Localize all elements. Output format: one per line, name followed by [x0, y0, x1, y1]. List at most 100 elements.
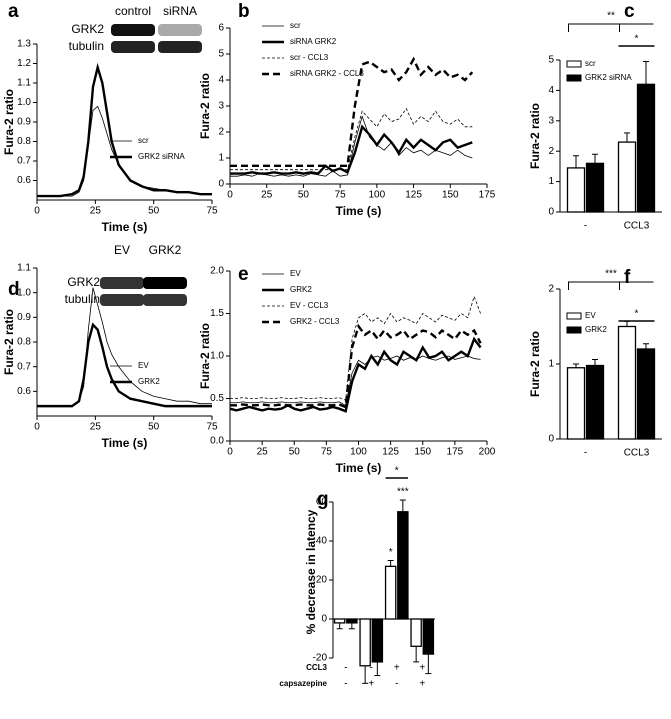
x-tick-label: CCL3 [624, 448, 650, 459]
x-tick-label: 0 [227, 190, 233, 201]
data-line [37, 322, 212, 408]
blot-lane-label: siRNA [163, 4, 197, 18]
x-tick-label: 50 [289, 447, 301, 458]
x-axis-label: Time (s) [336, 204, 382, 218]
data-line [230, 295, 481, 401]
y-tick-label: 2 [548, 284, 554, 295]
bar [585, 162, 605, 213]
y-tick-label: 40 [316, 536, 328, 547]
y-axis-label: Fura-2 ratio [2, 309, 16, 375]
legend-label: siRNA GRK2 - CCL3 [290, 69, 364, 78]
y-tick-label: 1.3 [17, 39, 31, 50]
panel-letter: e [238, 264, 249, 285]
panel-letter: b [238, 1, 250, 22]
x-tick-label: 75 [206, 206, 218, 217]
condition-sign: - [370, 663, 373, 674]
y-axis-label: Fura-2 ratio [2, 89, 16, 155]
bar [636, 83, 656, 213]
y-tick-label: 0 [548, 207, 554, 218]
y-tick-label: 0.5 [210, 393, 224, 404]
x-tick-label: 100 [350, 447, 367, 458]
y-axis-label: Fura-2 ratio [528, 103, 542, 169]
x-axis-label: Time (s) [336, 461, 382, 475]
x-tick-label: 0 [227, 447, 233, 458]
blot-band [111, 24, 155, 36]
y-tick-label: 1 [548, 176, 554, 187]
x-tick-label: 50 [148, 422, 160, 433]
legend-label: GRK2 - CCL3 [290, 317, 340, 326]
blot-lane-label: EV [114, 243, 130, 257]
legend-swatch [566, 326, 582, 334]
legend-label: scr - CCL3 [290, 53, 329, 62]
bar [410, 618, 422, 647]
y-tick-label: 0 [321, 614, 327, 625]
data-line [37, 62, 212, 198]
x-tick-label: 0 [34, 206, 40, 217]
y-axis-label: Fura-2 ratio [528, 331, 542, 397]
x-tick-label: 125 [382, 447, 399, 458]
x-tick-label: 0 [34, 422, 40, 433]
significance: *** [605, 269, 617, 280]
y-tick-label: 1.2 [17, 58, 31, 69]
blot-row-label: tubulin [69, 39, 104, 53]
y-tick-label: 4 [548, 85, 554, 96]
panel-letter: d [8, 279, 20, 300]
x-tick-label: 175 [447, 447, 464, 458]
legend-swatch [566, 312, 582, 320]
data-line [230, 124, 473, 175]
legend-label: EV [138, 361, 149, 370]
y-tick-label: 0.0 [210, 436, 224, 447]
y-tick-label: 20 [316, 575, 328, 586]
blot-band [143, 277, 187, 289]
data-line [229, 336, 482, 413]
y-tick-label: 3 [548, 115, 554, 126]
bar [617, 325, 637, 440]
blot-lane-label: GRK2 [149, 243, 182, 257]
y-tick-label: 5 [548, 55, 554, 66]
legend-label: EV - CCL3 [290, 301, 329, 310]
panel-letter: g [317, 489, 329, 510]
legend-label: GRK2 [585, 325, 607, 334]
blot-band [158, 24, 202, 36]
y-tick-label: 1.1 [17, 263, 31, 274]
legend-label: EV [585, 311, 596, 320]
y-tick-label: 5 [218, 49, 224, 60]
y-tick-label: 1.5 [210, 308, 224, 319]
y-tick-label: 2 [548, 146, 554, 157]
significance: *** [397, 487, 409, 498]
x-tick-label: 175 [479, 190, 496, 201]
bar [617, 141, 637, 213]
panel-letter: c [624, 1, 635, 22]
blot-lane-label: control [115, 4, 151, 18]
condition-sign: - [344, 663, 347, 674]
y-tick-label: 0.9 [17, 312, 31, 323]
x-tick-label: 50 [298, 190, 310, 201]
data-line [230, 115, 473, 177]
bar [333, 618, 346, 624]
y-tick-label: 0.6 [17, 386, 31, 397]
y-tick-label: 1 [548, 359, 554, 370]
x-tick-label: 100 [369, 190, 386, 201]
condition-sign: + [419, 679, 425, 690]
y-tick-label: 1.0 [17, 287, 31, 298]
x-tick-label: 125 [405, 190, 422, 201]
significance: * [389, 547, 393, 558]
y-tick-label: 0.6 [17, 175, 31, 186]
y-tick-label: 1.0 [17, 97, 31, 108]
condition-sign: - [395, 679, 398, 690]
significance-bracket [568, 23, 654, 32]
legend-label: GRK2 siRNA [585, 73, 632, 82]
legend-label: scr [290, 21, 301, 30]
legend-label: GRK2 siRNA [138, 152, 185, 161]
condition-label: CCL3 [306, 663, 327, 672]
y-tick-label: 6 [218, 23, 224, 34]
blot-band [158, 41, 202, 53]
legend-label: GRK2 [290, 285, 312, 294]
condition-sign: + [368, 679, 374, 690]
condition-sign: + [394, 663, 400, 674]
legend-label: EV [290, 269, 301, 278]
y-tick-label: -20 [313, 653, 328, 664]
data-line [230, 56, 474, 167]
x-axis-label: Time (s) [102, 436, 148, 450]
blot-band [100, 277, 144, 289]
